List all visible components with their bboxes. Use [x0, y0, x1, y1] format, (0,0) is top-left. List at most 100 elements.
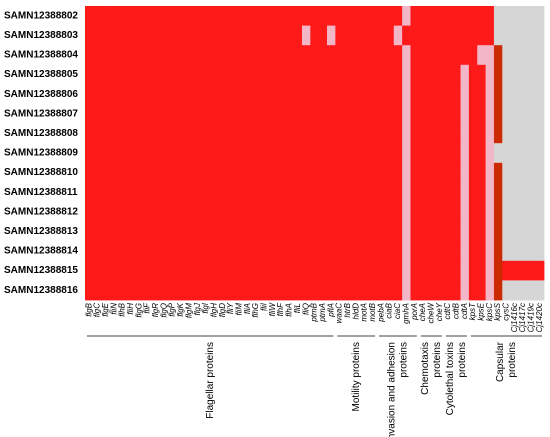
- heatmap-cell: [235, 162, 244, 183]
- heatmap-cell: [510, 84, 520, 105]
- heatmap-cell: [301, 104, 311, 124]
- heatmap-cell: [260, 6, 269, 26]
- heatmap-cell: [226, 202, 236, 222]
- heatmap-cell: [327, 162, 336, 183]
- heatmap-cell: [285, 182, 295, 203]
- column-label: htrB: [343, 302, 352, 317]
- heatmap-cell: [293, 84, 303, 105]
- heatmap-cell: [427, 260, 436, 281]
- heatmap-cell: [301, 143, 311, 164]
- heatmap-cell: [393, 64, 403, 85]
- heatmap-cell: [201, 104, 211, 124]
- heatmap-cell: [352, 64, 361, 85]
- heatmap-cell: [101, 6, 111, 26]
- heatmap-cell: [485, 104, 495, 124]
- heatmap-cell: [251, 84, 261, 105]
- heatmap-cell: [93, 84, 103, 105]
- heatmap-cell: [93, 162, 103, 183]
- heatmap-cell: [377, 143, 386, 164]
- heatmap-cell: [485, 241, 495, 262]
- heatmap-cell: [151, 182, 161, 203]
- column-label: flgB: [84, 302, 93, 316]
- column-label: flgM: [184, 303, 193, 318]
- heatmap-cell: [535, 6, 545, 26]
- heatmap-cell: [502, 104, 512, 124]
- heatmap-cell: [260, 182, 269, 203]
- heatmap-cell: [527, 123, 537, 144]
- row-label: SAMN12388802: [4, 10, 78, 21]
- heatmap-cell: [485, 182, 495, 203]
- heatmap-cell: [493, 221, 503, 242]
- heatmap-cell: [502, 45, 512, 66]
- heatmap-cell: [318, 6, 328, 26]
- heatmap-cell: [318, 162, 328, 183]
- heatmap-cell: [393, 143, 403, 164]
- heatmap-cell: [493, 143, 503, 164]
- heatmap-cell: [535, 280, 545, 301]
- heatmap-cell: [502, 6, 512, 26]
- heatmap-cell: [251, 6, 261, 26]
- heatmap-cell: [535, 25, 545, 46]
- heatmap-cell: [535, 202, 545, 222]
- heatmap-cell: [185, 280, 194, 301]
- heatmap-cell: [201, 84, 211, 105]
- heatmap-cell: [410, 123, 420, 144]
- row-label: SAMN12388810: [4, 167, 78, 178]
- heatmap-cell: [110, 45, 119, 66]
- heatmap-cell: [335, 260, 345, 281]
- heatmap-cell: [101, 64, 111, 85]
- heatmap-cell: [460, 45, 470, 66]
- heatmap-cell: [393, 104, 403, 124]
- heatmap-cell: [510, 45, 520, 66]
- heatmap-cell: [110, 123, 119, 144]
- heatmap-cell: [185, 104, 194, 124]
- heatmap-cell: [268, 260, 278, 281]
- heatmap-cell: [143, 202, 153, 222]
- group-label: proteins: [457, 342, 468, 378]
- heatmap-cell: [443, 202, 453, 222]
- heatmap-cell: [468, 241, 478, 262]
- heatmap-cell: [318, 280, 328, 301]
- heatmap-cell: [260, 45, 269, 66]
- heatmap-cell: [468, 202, 478, 222]
- heatmap-cell: [402, 260, 411, 281]
- heatmap-cell: [110, 241, 119, 262]
- heatmap-cell: [485, 25, 495, 46]
- heatmap-cell: [101, 260, 111, 281]
- heatmap-cell: [268, 221, 278, 242]
- heatmap-cell: [301, 162, 311, 183]
- heatmap-cell: [310, 143, 320, 164]
- column-label: gmhA: [401, 303, 410, 324]
- heatmap-cell: [268, 143, 278, 164]
- heatmap-cell: [393, 6, 403, 26]
- heatmap-cell: [435, 104, 445, 124]
- heatmap-cell: [452, 260, 461, 281]
- heatmap-cell: [443, 123, 453, 144]
- heatmap-cell: [393, 45, 403, 66]
- heatmap-cell: [477, 6, 486, 26]
- heatmap-cell: [418, 6, 428, 26]
- heatmap-cell: [285, 241, 295, 262]
- heatmap-cell: [360, 84, 370, 105]
- heatmap-cell: [210, 182, 219, 203]
- heatmap-cell: [435, 202, 445, 222]
- heatmap-cell: [360, 25, 370, 46]
- heatmap-cell: [176, 6, 186, 26]
- heatmap-cell: [460, 182, 470, 203]
- heatmap-cell: [352, 162, 361, 183]
- heatmap-cell: [360, 202, 370, 222]
- heatmap-cell: [126, 64, 136, 85]
- heatmap-cell: [176, 143, 186, 164]
- heatmap-cell: [527, 260, 537, 281]
- column-label: kpsS: [493, 302, 502, 320]
- heatmap-cell: [135, 182, 144, 203]
- heatmap-cell: [293, 221, 303, 242]
- heatmap-cell: [160, 280, 169, 301]
- heatmap-cell: [343, 104, 353, 124]
- heatmap-cell: [377, 260, 386, 281]
- heatmap-cell: [427, 182, 436, 203]
- heatmap-cell: [452, 25, 461, 46]
- heatmap-cell: [385, 64, 395, 85]
- heatmap-cell: [101, 162, 111, 183]
